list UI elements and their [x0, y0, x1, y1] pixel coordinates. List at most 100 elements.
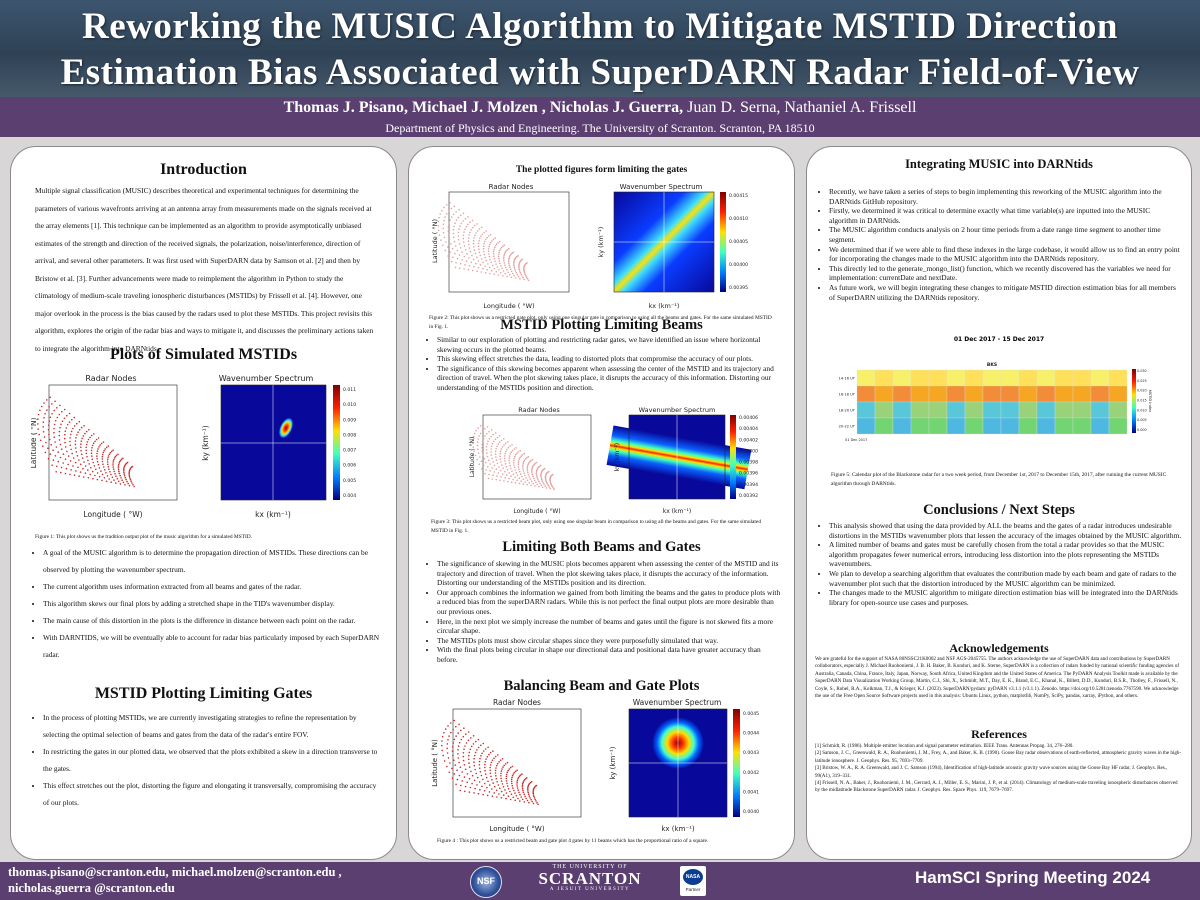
- radar-node: [468, 754, 470, 757]
- radar-node: [125, 462, 128, 465]
- radar-node: [44, 451, 47, 454]
- radar-node: [120, 458, 123, 461]
- radar-node: [513, 448, 515, 450]
- colorbar-tick: 0.007: [343, 448, 356, 454]
- radar-node: [46, 399, 48, 401]
- radar-node: [483, 790, 486, 792]
- radar-node: [501, 267, 503, 270]
- radar-node: [457, 235, 460, 237]
- radar-node: [510, 467, 512, 470]
- colorbar-tick: 0.010: [343, 402, 356, 408]
- radar-node: [118, 470, 120, 473]
- colorbar-tick: 0.00410: [729, 216, 748, 222]
- radar-node: [49, 396, 51, 399]
- radar-node: [522, 462, 524, 465]
- radar-node: [118, 472, 121, 475]
- author-bar: [0, 97, 1200, 137]
- radar-node: [476, 230, 479, 232]
- radar-node: [499, 469, 502, 472]
- radar-node: [74, 440, 77, 442]
- radar-node: [93, 433, 95, 435]
- radar-node: [515, 447, 517, 449]
- radar-node: [495, 764, 498, 767]
- radar-node: [487, 746, 489, 749]
- radar-node: [459, 267, 461, 269]
- email-line-1: thomas.pisano@scranton.edu, michael.molz…: [8, 865, 342, 879]
- radar-node: [497, 784, 500, 786]
- radar-node: [527, 790, 529, 792]
- radar-node: [508, 256, 511, 258]
- radar-node: [514, 469, 516, 471]
- radar-node: [100, 442, 103, 445]
- simulated-list: A goal of the MUSIC algorithm is to dete…: [29, 544, 381, 663]
- radar-node: [76, 434, 78, 436]
- radar-node: [510, 778, 513, 781]
- radar-node: [450, 722, 452, 724]
- radar-node: [74, 461, 77, 464]
- calendar-cell: [910, 401, 930, 419]
- gates-bullets: In the process of plotting MSTIDs, we ar…: [29, 709, 381, 811]
- radar-node: [531, 472, 533, 474]
- nasa-partner-text: Partner: [685, 887, 701, 892]
- radar-node: [507, 441, 509, 443]
- radar-node: [508, 477, 510, 480]
- figure-2: Radar Nodes Longitude ( °W) Latitude ( °…: [431, 183, 748, 310]
- radar-node: [43, 402, 45, 404]
- radar-node: [123, 468, 125, 470]
- radar-node: [83, 461, 85, 463]
- colorbar-tick: 0.011: [343, 387, 356, 393]
- radar-node: [52, 449, 54, 451]
- radar-node: [510, 276, 513, 279]
- radar-node: [482, 742, 485, 745]
- radar-node: [81, 457, 84, 459]
- colorbar-tick: 0.008: [343, 432, 356, 438]
- radar-node: [477, 452, 480, 454]
- radar-node: [455, 783, 457, 786]
- radar-node: [447, 234, 450, 236]
- gates-list: In the process of plotting MSTIDs, we ar…: [29, 709, 381, 811]
- radar-node: [507, 480, 509, 483]
- figure-4-caption: Figure 4 : This plot shows us a restrict…: [437, 838, 709, 844]
- radar-node: [464, 248, 467, 251]
- radar-node: [530, 780, 533, 783]
- radar-node: [511, 449, 514, 452]
- radar-node: [453, 773, 456, 775]
- calendar-cell: [874, 417, 894, 435]
- calendar-cell: [1036, 369, 1056, 387]
- radar-node: [542, 482, 544, 484]
- references-heading: References: [971, 727, 1027, 741]
- radar-node: [69, 437, 71, 439]
- nasa-meatball-icon: NASA: [683, 869, 703, 885]
- radar-node: [490, 445, 493, 448]
- radar-node: [510, 475, 512, 477]
- radar-node: [58, 434, 61, 437]
- radar-node: [42, 445, 44, 447]
- radar-node: [480, 744, 482, 747]
- radar-node: [500, 775, 502, 777]
- calendar-row-label: 16-18 UT: [839, 393, 856, 397]
- radar-node: [103, 449, 105, 452]
- radar-node: [448, 210, 450, 212]
- colorbar-tick: 0.00406: [739, 415, 758, 421]
- radar-node: [110, 481, 112, 483]
- radar-node: [540, 474, 542, 477]
- radar-node: [521, 798, 524, 801]
- radar-node: [441, 744, 443, 747]
- radar-node: [479, 254, 482, 257]
- radar-node: [57, 451, 59, 453]
- radar-node: [488, 235, 490, 237]
- radar-node: [489, 241, 492, 244]
- radar-node: [438, 216, 440, 219]
- calendar-cell: [1000, 401, 1020, 419]
- radar-node: [486, 432, 488, 435]
- radar-node: [520, 480, 522, 482]
- radar-node: [60, 423, 62, 426]
- fig4-lat-label: Latitude ( °N): [431, 739, 439, 787]
- radar-node: [63, 408, 66, 411]
- radar-node: [536, 801, 538, 804]
- colorbar-tick: 0.0043: [743, 750, 759, 756]
- radar-node: [474, 252, 477, 255]
- radar-node: [80, 449, 82, 452]
- radar-node: [72, 457, 75, 459]
- radar-node: [470, 261, 473, 264]
